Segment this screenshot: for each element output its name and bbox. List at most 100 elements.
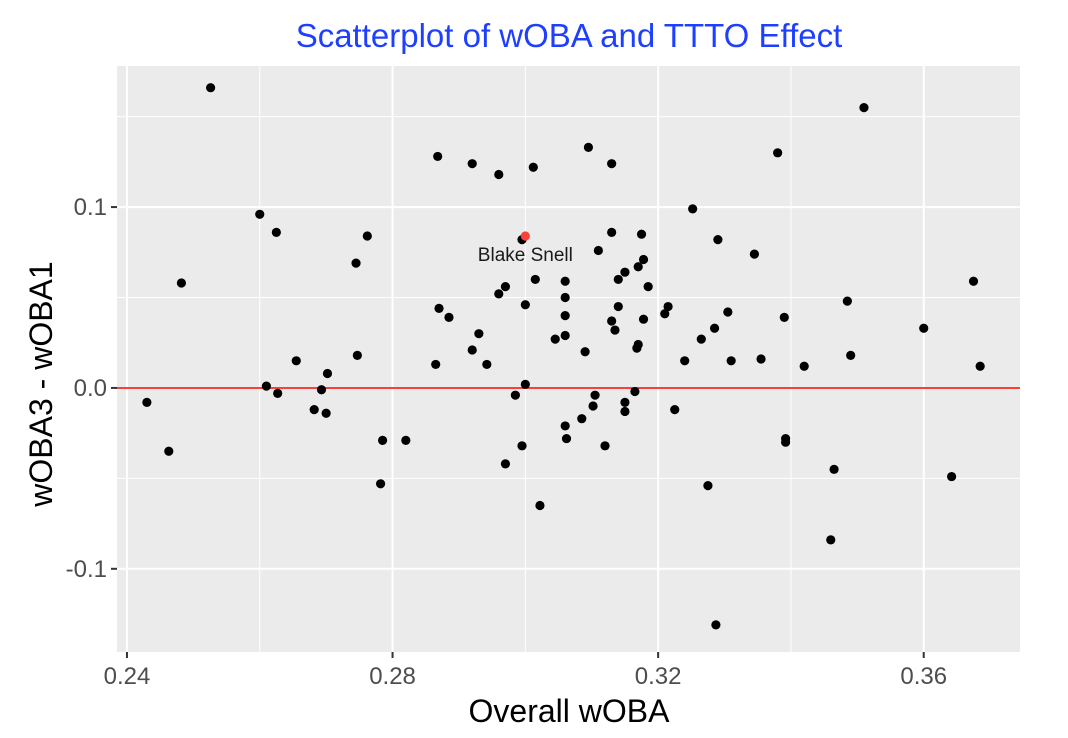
data-point (633, 262, 643, 272)
data-point (620, 267, 630, 277)
data-point (723, 307, 733, 317)
data-point (709, 323, 720, 333)
data-point (588, 401, 598, 411)
x-axis-title: Overall wOBA (469, 693, 671, 729)
data-point (688, 204, 698, 214)
data-point (255, 209, 265, 219)
data-point (500, 459, 511, 469)
data-point (613, 301, 623, 312)
data-point (377, 435, 388, 445)
data-point (711, 620, 721, 630)
y-axis-ticks: -0.1 0.0 0.1 (66, 194, 117, 583)
data-point (494, 289, 504, 299)
data-point (968, 276, 979, 286)
data-point (613, 274, 623, 285)
data-point (176, 278, 187, 288)
data-point (799, 361, 809, 371)
data-point (580, 347, 590, 357)
data-point (517, 441, 527, 451)
x-tick-label: 0.24 (104, 663, 151, 690)
x-tick-label: 0.28 (369, 663, 416, 690)
data-point (620, 406, 630, 417)
data-point (271, 227, 281, 237)
data-point (842, 296, 852, 306)
data-point (560, 292, 570, 303)
data-point (919, 323, 929, 333)
data-point (975, 361, 985, 371)
data-point (713, 235, 723, 245)
data-point (829, 464, 839, 474)
data-point (859, 102, 869, 113)
data-point (749, 249, 760, 259)
data-point (607, 227, 617, 237)
data-point (467, 159, 477, 169)
data-point (638, 254, 649, 265)
x-axis-ticks: 0.24 0.28 0.32 0.36 (104, 652, 947, 690)
data-point (560, 310, 570, 321)
highlight-point-blake-snell (520, 231, 530, 241)
data-point (560, 421, 570, 431)
data-point (322, 368, 333, 379)
data-point (520, 379, 530, 389)
data-point (528, 162, 538, 172)
chart-title: Scatterplot of wOBA and TTTO Effect (296, 17, 843, 54)
x-tick-label: 0.36 (900, 663, 947, 690)
y-tick-label: -0.1 (66, 556, 107, 583)
data-point (726, 356, 736, 366)
data-points (142, 83, 985, 630)
data-point (444, 312, 454, 323)
data-point (560, 276, 570, 286)
data-point (261, 381, 271, 391)
y-tick-label: 0.1 (74, 194, 107, 221)
data-point (535, 500, 545, 511)
y-axis-title: wOBA3 - wOBA1 (23, 261, 59, 507)
data-point (560, 330, 570, 341)
data-point (600, 441, 610, 451)
data-point (500, 282, 511, 292)
data-point (756, 354, 766, 364)
data-point (291, 356, 301, 366)
data-point (375, 479, 386, 489)
data-point (620, 397, 630, 408)
x-tick-label: 0.32 (635, 663, 682, 690)
data-point (696, 334, 706, 344)
data-point (482, 359, 492, 370)
data-point (826, 535, 836, 545)
data-point (474, 329, 484, 339)
data-point (607, 316, 617, 326)
data-point (638, 314, 649, 324)
data-point (583, 142, 594, 152)
data-point (630, 386, 640, 397)
data-point (351, 258, 361, 268)
data-point (846, 350, 856, 360)
data-point (352, 350, 362, 360)
data-point (494, 169, 504, 180)
data-point (164, 446, 174, 456)
data-point (773, 148, 783, 158)
data-point (636, 229, 647, 239)
data-point (607, 159, 617, 169)
data-point (703, 481, 713, 491)
y-tick-label: 0.0 (74, 375, 107, 402)
data-point (467, 345, 477, 355)
data-point (593, 245, 603, 256)
data-point (309, 405, 319, 415)
data-point (643, 282, 653, 292)
data-point (530, 274, 540, 285)
data-point (590, 390, 600, 400)
data-point (142, 397, 152, 408)
data-point (632, 343, 642, 353)
data-point (321, 408, 331, 418)
data-point (431, 359, 441, 370)
data-point (660, 309, 670, 319)
plot-panel (117, 66, 1020, 652)
data-point (434, 303, 444, 313)
data-point (316, 385, 327, 395)
data-point (433, 151, 443, 162)
data-point (362, 231, 372, 241)
data-point (670, 405, 680, 415)
data-point (947, 471, 957, 482)
data-point (610, 325, 620, 335)
data-point (561, 433, 572, 444)
